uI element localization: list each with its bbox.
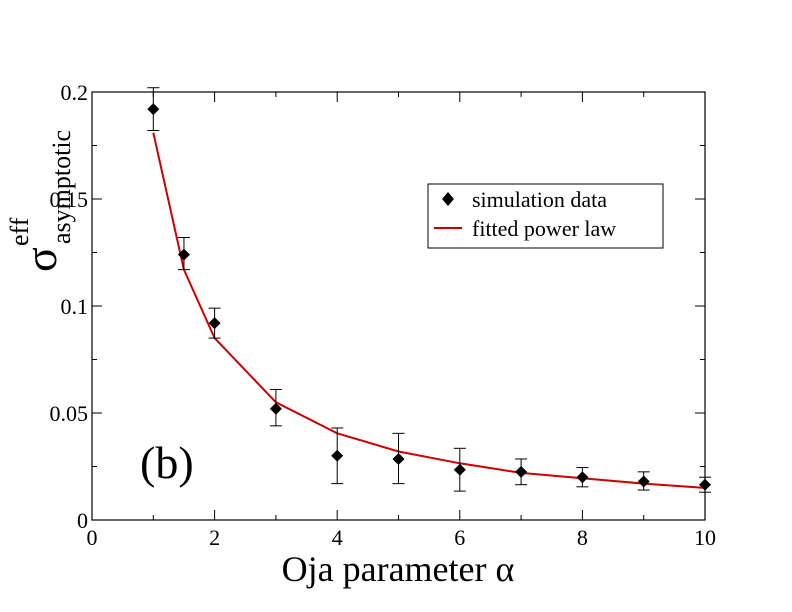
data-point [147,87,160,132]
data-layer [147,87,711,493]
diamond-marker [269,402,282,415]
legend-entry-simulation: simulation data [472,187,607,212]
data-point [576,467,589,488]
x-tick-label: 4 [332,525,343,550]
y-axis-subscript: asymptotic [47,130,76,244]
x-tick-labels: 0 2 4 6 8 10 [87,525,717,550]
data-point [269,388,282,427]
diamond-marker [331,449,344,462]
diamond-marker [147,103,160,116]
diamond-marker [208,317,221,330]
data-point [637,471,650,491]
y-tick-label: 0.05 [50,401,89,426]
x-tick-label: 0 [87,525,98,550]
data-point [699,476,711,493]
y-axis-superscript: eff [5,217,34,246]
legend-marker-diamond [442,192,454,206]
data-point [453,447,466,492]
data-point [331,427,344,485]
y-tick-labels: 0 0.05 0.1 0.15 0.2 [50,80,89,533]
x-axis-title: Oja parameter α [282,549,515,589]
y-axis-symbol: σ [15,247,66,272]
diamond-marker [453,463,466,476]
diamond-marker [576,471,589,484]
diamond-marker [515,465,528,478]
data-point [515,458,528,486]
data-point [208,307,221,339]
plot-frame [91,91,706,521]
data-point [177,237,190,271]
data-point [392,432,405,485]
legend: simulation data fitted power law [427,183,664,249]
x-tick-label: 10 [694,525,716,550]
diamond-marker [177,248,190,261]
x-tick-label: 6 [454,525,465,550]
diamond-marker [699,478,711,491]
y-tick-label: 0.2 [61,80,89,105]
y-tick-label: 0.1 [61,294,89,319]
legend-entry-fit: fitted power law [472,216,616,241]
y-tick-label: 0.15 [50,187,89,212]
diamond-marker [392,453,405,466]
x-tick-label: 2 [209,525,220,550]
diamond-marker [637,475,650,488]
y-tick-label: 0 [77,508,88,533]
legend-box [427,183,664,249]
x-tick-label: 8 [577,525,588,550]
panel-label: (b) [140,437,194,488]
y-axis-title: σ eff asymptotic [5,130,76,272]
